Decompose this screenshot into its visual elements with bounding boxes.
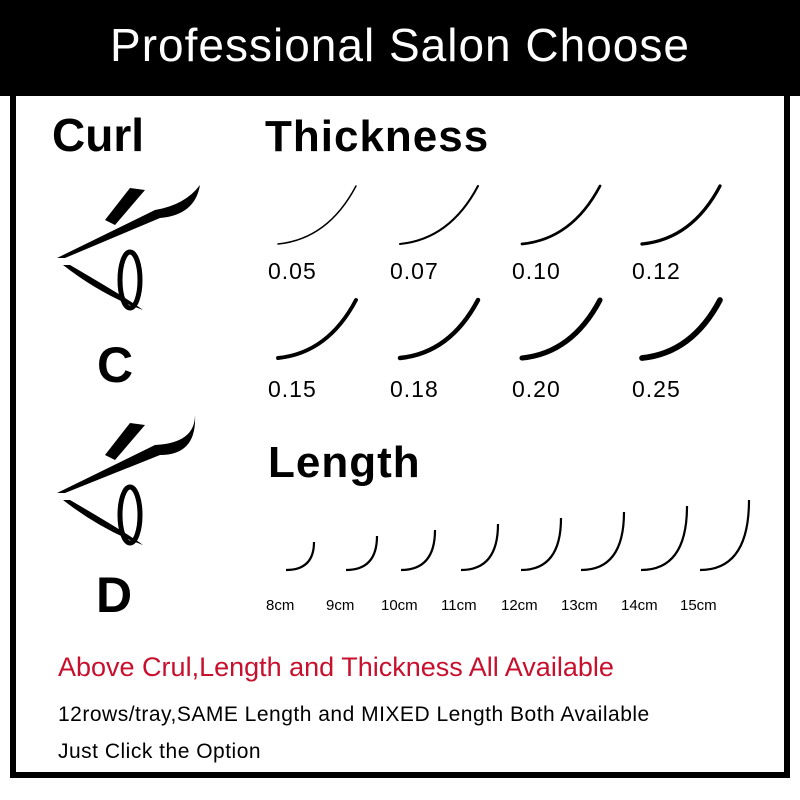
length-label: 12cm [501, 597, 538, 614]
length-heading: Length [268, 438, 421, 487]
curl-d-label: D [96, 567, 133, 623]
length-label: 8cm [266, 597, 295, 614]
thickness-lash-0.07 [398, 184, 480, 246]
length-label: 15cm [680, 597, 717, 614]
length-label: 10cm [381, 597, 418, 614]
eye-c-icon [57, 185, 200, 311]
thickness-label: 0.10 [512, 258, 561, 284]
thickness-label: 0.18 [390, 376, 439, 402]
header-bar [0, 0, 800, 96]
length-lash-11cm [460, 523, 500, 572]
thickness-lash-0.12 [640, 184, 722, 246]
page-title: Professional Salon Choose [110, 19, 690, 71]
length-lash-8cm [285, 541, 316, 572]
thickness-lash-0.05 [277, 185, 357, 245]
length-label: 9cm [326, 597, 355, 614]
content-frame [10, 90, 790, 778]
thickness-lash-0.20 [519, 297, 603, 361]
thickness-label: 0.15 [268, 376, 317, 402]
thickness-lash-0.10 [520, 184, 602, 246]
length-lash-10cm [400, 529, 437, 572]
length-label: 14cm [621, 597, 658, 614]
length-lash-15cm [699, 499, 751, 572]
option-hint: Just Click the Option [58, 740, 262, 763]
length-label: 11cm [441, 597, 477, 614]
length-lash-12cm [520, 517, 563, 572]
thickness-label: 0.12 [632, 258, 681, 284]
curl-c-label: C [97, 337, 134, 393]
thickness-lash-0.25 [639, 297, 723, 361]
thickness-label: 0.05 [268, 258, 317, 284]
length-lash-9cm [345, 535, 379, 572]
thickness-label: 0.25 [632, 376, 681, 402]
thickness-label: 0.20 [512, 376, 561, 402]
availability-note: Above Crul,Length and Thickness All Avai… [58, 652, 614, 682]
curl-heading: Curl [52, 109, 144, 161]
thickness-label: 0.07 [390, 258, 439, 284]
length-lash-13cm [580, 511, 626, 572]
length-label: 13cm [561, 597, 598, 614]
length-lash-14cm [640, 505, 689, 572]
tray-info: 12rows/tray,SAME Length and MIXED Length… [58, 703, 650, 726]
thickness-lash-0.18 [397, 297, 481, 361]
thickness-lash-0.15 [276, 298, 358, 360]
eye-d-icon [57, 415, 196, 546]
thickness-heading: Thickness [265, 112, 490, 161]
